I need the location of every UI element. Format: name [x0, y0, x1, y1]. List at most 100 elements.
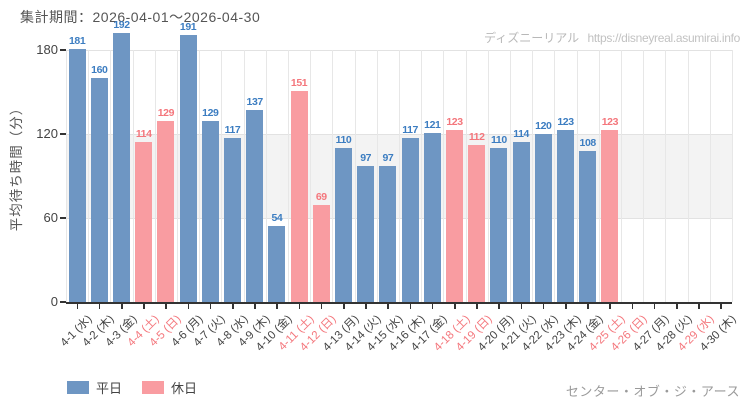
gridline-v-25	[621, 50, 622, 302]
value-label-4-17: 121	[424, 119, 441, 131]
x-tick-4-3	[121, 304, 123, 309]
bar-4-8	[224, 138, 241, 302]
weekday-swatch-icon	[67, 381, 89, 394]
y-tick-label-120: 120	[36, 126, 58, 141]
gridline-v-11	[310, 50, 312, 302]
x-tick-4-20	[498, 304, 500, 309]
gridline-v-22	[554, 50, 556, 302]
value-label-4-9: 137	[246, 96, 264, 108]
bar-4-5	[157, 121, 175, 302]
x-axis: 4-1 (水) 4-2 (木) 4-3 (金) 4-4 (土) 4-5 (日) 4-6 (…	[59, 302, 738, 402]
x-tick-4-24	[587, 304, 589, 309]
bar-4-2	[90, 78, 108, 302]
value-label-4-13: 110	[335, 134, 352, 146]
legend-item-weekday: 平日	[67, 378, 122, 397]
value-label-4-7: 129	[202, 107, 219, 119]
value-label-4-8: 117	[224, 124, 241, 136]
x-tick-4-23	[565, 304, 567, 309]
value-label-4-22: 120	[535, 120, 552, 132]
gridline-v-15	[399, 50, 400, 302]
watermark: ディズニーリアル https://disneyreal.asumirai.inf…	[484, 29, 740, 46]
value-label-4-5: 129	[157, 107, 175, 119]
plot-area: 181 160 192 114 129 191 129 117 137 54 151 69 110 97 9…	[66, 19, 733, 304]
bar-4-16	[401, 138, 419, 302]
bar-4-4	[135, 142, 153, 302]
x-tick-4-27	[653, 304, 656, 309]
x-tick-4-28	[676, 304, 678, 309]
value-label-4-11: 151	[290, 77, 308, 89]
watermark-brand: ディズニーリアル	[484, 31, 580, 45]
x-tick-4-10	[276, 304, 278, 309]
bar-4-15	[379, 166, 397, 302]
x-tick-4-22	[542, 304, 545, 309]
gridline-v-24	[598, 50, 600, 302]
bar-4-25	[601, 130, 619, 302]
gridline-v-0	[66, 50, 67, 302]
attraction-name: センター・オブ・ジ・アース	[565, 384, 740, 399]
x-tick-4-25	[609, 304, 611, 309]
value-label-4-15: 97	[382, 152, 394, 164]
x-tick-4-1	[76, 304, 79, 309]
bar-4-9	[246, 110, 264, 302]
value-label-4-24: 108	[579, 137, 597, 149]
watermark-url: https://disneyreal.asumirai.info	[587, 31, 741, 45]
x-tick-4-11	[298, 304, 301, 309]
value-label-4-2: 160	[91, 64, 108, 76]
gridline-v-21	[532, 50, 534, 302]
x-tick-4-14	[365, 304, 367, 309]
value-label-4-12: 69	[315, 191, 327, 203]
bar-4-20	[490, 148, 508, 302]
bar-4-17	[423, 133, 441, 302]
legend-label-weekday: 平日	[96, 381, 123, 396]
x-tick-4-4	[143, 304, 145, 309]
gridline-v-6	[199, 50, 201, 302]
y-tick-label-60: 60	[43, 210, 58, 225]
x-tick-4-30	[720, 304, 722, 309]
value-label-4-4: 114	[135, 128, 152, 140]
gridline-v-18	[465, 50, 467, 302]
x-tick-4-26	[631, 304, 634, 309]
gridline-v-26	[643, 50, 645, 302]
x-tick-4-15	[387, 304, 389, 309]
gridline-v-12	[332, 50, 334, 302]
value-label-4-21: 114	[513, 128, 529, 140]
value-label-4-25: 123	[601, 116, 619, 128]
value-label-4-23: 123	[557, 116, 574, 128]
gridline-v-20	[510, 50, 511, 302]
bar-4-23	[557, 130, 574, 302]
gridline-v-9	[265, 50, 267, 302]
gridline-v-30	[732, 50, 733, 302]
gridline-v-4	[154, 50, 156, 302]
gridline-v-5	[177, 50, 178, 302]
y-tick-mark-120	[60, 133, 66, 135]
y-tick-label-180: 180	[36, 42, 58, 57]
x-tick-4-2	[98, 304, 101, 309]
x-tick-4-16	[409, 304, 412, 309]
value-label-4-20: 110	[491, 134, 507, 146]
bar-4-13	[335, 148, 352, 302]
gridline-v-7	[221, 50, 223, 302]
value-label-4-19: 112	[468, 131, 485, 143]
y-tick-mark-0	[60, 301, 66, 303]
x-tick-4-8	[232, 304, 234, 309]
y-tick-mark-180	[60, 49, 66, 51]
x-tick-4-5	[165, 304, 167, 309]
x-tick-4-7	[209, 304, 212, 309]
bar-4-3	[113, 33, 130, 302]
chart-title: 集計期間：2026-04-01～2026-04-30	[20, 9, 261, 25]
gridline-v-8	[243, 50, 245, 302]
bar-4-12	[312, 205, 330, 302]
x-tick-4-21	[520, 304, 523, 309]
y-tick-mark-60	[60, 217, 66, 219]
gridline-v-29	[709, 50, 711, 302]
legend: 平日 休日	[67, 378, 197, 397]
bar-4-19	[468, 145, 486, 302]
gridline-v-16	[421, 50, 423, 302]
bar-4-6	[179, 35, 197, 302]
legend-label-holiday: 休日	[171, 381, 198, 396]
x-tick-4-12	[320, 304, 323, 309]
value-label-4-18: 123	[446, 116, 463, 128]
gridline-v-17	[443, 50, 445, 302]
x-tick-4-17	[431, 304, 434, 309]
